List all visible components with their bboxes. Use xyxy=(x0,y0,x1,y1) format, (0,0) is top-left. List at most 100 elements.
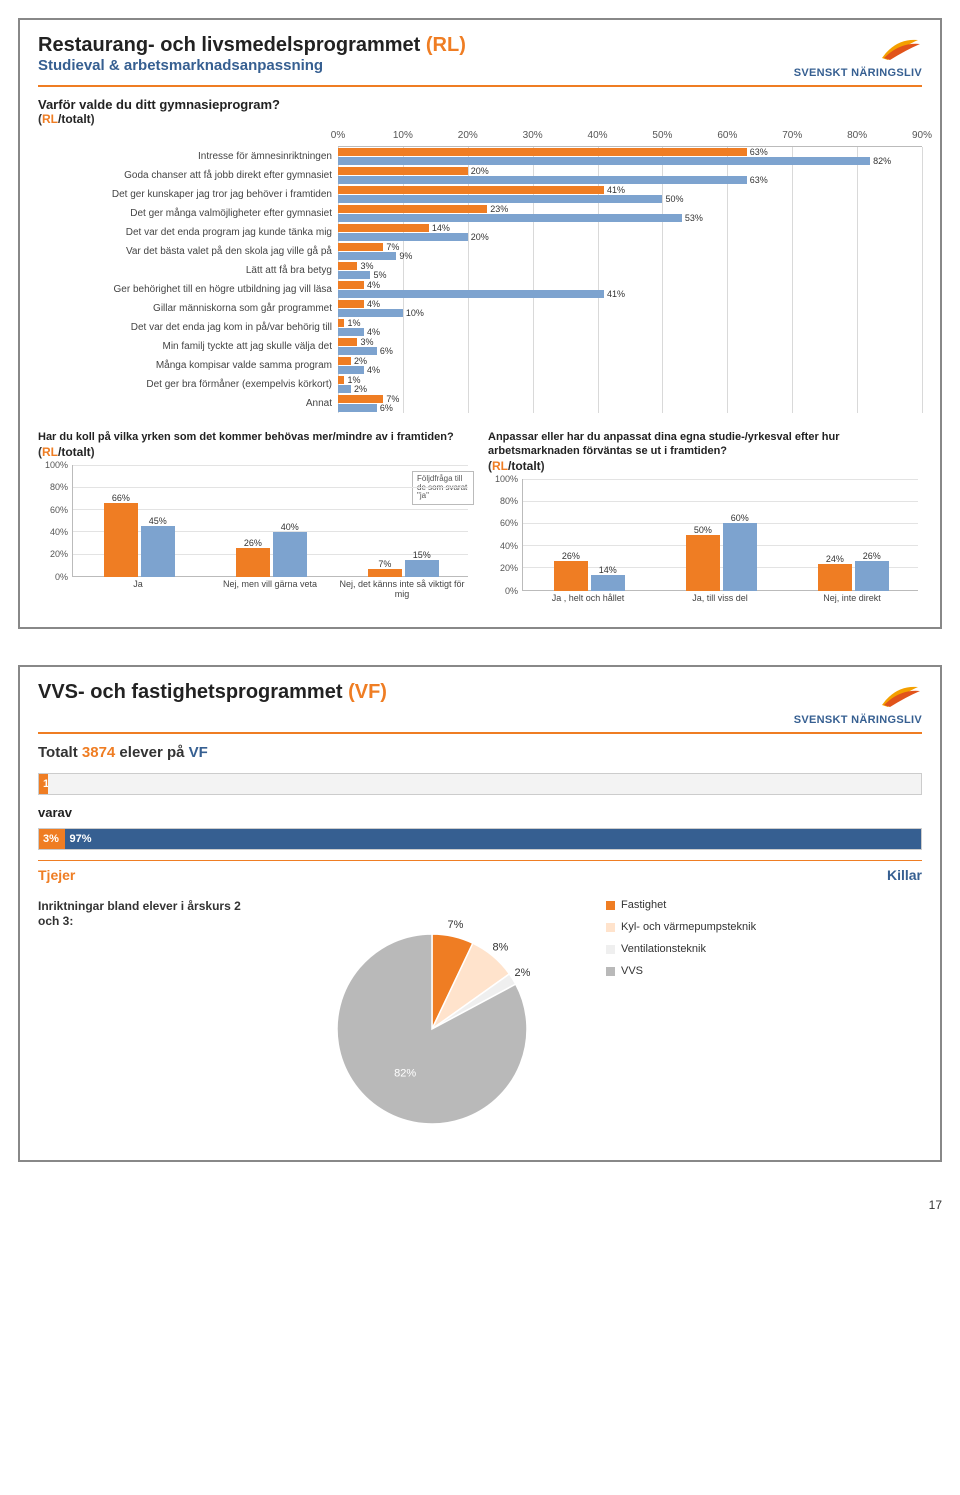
hbar-bar: 4% xyxy=(338,281,364,289)
tjejer-label: Tjejer xyxy=(38,867,75,883)
hbar-bar: 4% xyxy=(338,328,364,336)
vbar-category: Ja , helt och hållet xyxy=(522,591,654,604)
hbar-bar: 23% xyxy=(338,205,487,213)
legend-item: Fastighet xyxy=(606,899,922,911)
pie-label: 7% xyxy=(447,919,463,931)
legend-swatch xyxy=(606,967,615,976)
hbar-row: Det var det enda jag kom in på/var behör… xyxy=(338,318,922,337)
hbar-row: Många kompisar valde samma program2%4% xyxy=(338,356,922,375)
hbar-category: Goda chanser att få jobb direkt efter gy… xyxy=(38,166,338,185)
vbar-group: 26%40%Nej, men vill gärna veta xyxy=(204,465,336,577)
hbar-bar: 50% xyxy=(338,195,662,203)
logo-text: SVENSKT NÄRINGSLIV xyxy=(794,67,922,79)
bottom-charts-row: Har du koll på vilka yrken som det komme… xyxy=(38,427,922,609)
legend-item: VVS xyxy=(606,965,922,977)
vbar-category: Ja xyxy=(72,577,204,590)
hbar-bar: 2% xyxy=(338,385,351,393)
hbar-row: Min familj tyckte att jag skulle välja d… xyxy=(338,337,922,356)
logo-icon xyxy=(878,34,922,64)
hbar-category: Det var det enda program jag kunde tänka… xyxy=(38,223,338,242)
hbar-bar: 7% xyxy=(338,243,383,251)
vbar-category: Nej, inte direkt xyxy=(786,591,918,604)
panel-rl: Restaurang- och livsmedelsprogrammet (RL… xyxy=(18,18,942,629)
hbar-bar: 63% xyxy=(338,148,747,156)
legend-label: Kyl- och värmepumpsteknik xyxy=(621,921,756,933)
hbar-bar: 14% xyxy=(338,224,429,232)
hbar-bar: 9% xyxy=(338,252,396,260)
hbar-bar: 82% xyxy=(338,157,870,165)
hbar-bar: 4% xyxy=(338,300,364,308)
split-segment: 1% xyxy=(39,774,48,794)
hbar-bar: 5% xyxy=(338,271,370,279)
hbar-bar: 20% xyxy=(338,233,468,241)
pie-legend: Fastighet Kyl- och värmepumpsteknik Ventil… xyxy=(606,899,922,1142)
legend-item: Ventilationsteknik xyxy=(606,943,922,955)
legend-swatch xyxy=(606,923,615,932)
split-segment: 97% xyxy=(65,829,921,849)
hbar-bar: 6% xyxy=(338,347,377,355)
hbar-category: Min familj tyckte att jag skulle välja d… xyxy=(38,337,338,356)
vbar-group: 66%45%Ja xyxy=(72,465,204,577)
hbar-category: Ger behörighet till en högre utbildning … xyxy=(38,280,338,299)
hbar-row: Gillar människorna som går programmet4%1… xyxy=(338,299,922,318)
varav-label: varav xyxy=(38,805,922,820)
vbar: 40% xyxy=(273,532,307,577)
hbar-row: Annat7%6% xyxy=(338,394,922,413)
vbar-category: Nej, det känns inte så viktigt för mig xyxy=(336,577,468,600)
hbar-bar: 10% xyxy=(338,309,403,317)
hbar-chart: 0%10%20%30%40%50%60%70%80%90% Intresse f… xyxy=(38,130,922,413)
pie-label: 8% xyxy=(492,941,508,953)
hbar-category: Många kompisar valde samma program xyxy=(38,356,338,375)
vbar: 15% xyxy=(405,560,439,577)
left-question: Har du koll på vilka yrken som det komme… xyxy=(38,431,472,445)
legend-swatch xyxy=(606,945,615,954)
vbar: 60% xyxy=(723,523,757,590)
legend-label: Fastighet xyxy=(621,899,666,911)
total-line: Totalt 3874 elever på VF xyxy=(38,744,922,761)
vbar: 26% xyxy=(855,561,889,590)
vbar-group: 24%26%Nej, inte direkt xyxy=(786,479,918,591)
right-question: Anpassar eller har du anpassat dina egna… xyxy=(488,431,922,459)
vbar-group: 7%15%Nej, det känns inte så viktigt för … xyxy=(336,465,468,577)
hbar-bar: 41% xyxy=(338,186,604,194)
vbar: 26% xyxy=(554,561,588,590)
logo-icon xyxy=(878,681,922,711)
hbar-row: Det ger kunskaper jag tror jag behöver i… xyxy=(338,185,922,204)
panel1-title: Restaurang- och livsmedelsprogrammet (RL… xyxy=(38,34,466,57)
hbar-row: Var det bästa valet på den skola jag vil… xyxy=(338,242,922,261)
hbar-category: Det var det enda jag kom in på/var behör… xyxy=(38,318,338,337)
hbar-category: Annat xyxy=(38,394,338,413)
title-prefix: Restaurang- och livsmedelsprogrammet xyxy=(38,34,426,56)
hbar-category: Det ger kunskaper jag tror jag behöver i… xyxy=(38,185,338,204)
right-vbar-chart: Anpassar eller har du anpassat dina egna… xyxy=(488,427,922,609)
hbar-question: Varför valde du ditt gymnasieprogram? xyxy=(38,97,922,112)
vbar: 66% xyxy=(104,503,138,577)
hbar-bar: 7% xyxy=(338,395,383,403)
pie-label: 2% xyxy=(514,966,530,978)
hbar-category: Var det bästa valet på den skola jag vil… xyxy=(38,242,338,261)
hbar-row: Det ger bra förmåner (exempelvis körkort… xyxy=(338,375,922,394)
pie-section: Inriktningar bland elever i årskurs 2 oc… xyxy=(38,899,922,1142)
hbar-row: Det var det enda program jag kunde tänka… xyxy=(338,223,922,242)
vbar: 45% xyxy=(141,526,175,576)
hbar-qsub: (RL/totalt) xyxy=(38,112,922,126)
hbar-category: Det ger många valmöjligheter efter gymna… xyxy=(38,204,338,223)
legend-item: Kyl- och värmepumpsteknik xyxy=(606,921,922,933)
hbar-row: Lätt att få bra betyg3%5% xyxy=(338,261,922,280)
legend-label: VVS xyxy=(621,965,643,977)
hbar-bar: 1% xyxy=(338,319,344,327)
panel1-subtitle: Studieval & arbetsmarknadsanpassning xyxy=(38,57,466,74)
panel-header: Restaurang- och livsmedelsprogrammet (RL… xyxy=(38,34,922,87)
vbar-category: Nej, men vill gärna veta xyxy=(204,577,336,590)
page-number: 17 xyxy=(18,1198,942,1212)
legend-label: Ventilationsteknik xyxy=(621,943,706,955)
legend-swatch xyxy=(606,901,615,910)
logo: SVENSKT NÄRINGSLIV xyxy=(794,681,922,726)
hbar-category: Gillar människorna som går programmet xyxy=(38,299,338,318)
left-vbar-chart: Har du koll på vilka yrken som det komme… xyxy=(38,427,472,609)
split-segment: 3% xyxy=(39,829,65,849)
split-segment xyxy=(48,774,921,794)
logo: SVENSKT NÄRINGSLIV xyxy=(794,34,922,79)
hbar-category: Intresse för ämnesinriktningen xyxy=(38,147,338,166)
vbar: 24% xyxy=(818,564,852,591)
